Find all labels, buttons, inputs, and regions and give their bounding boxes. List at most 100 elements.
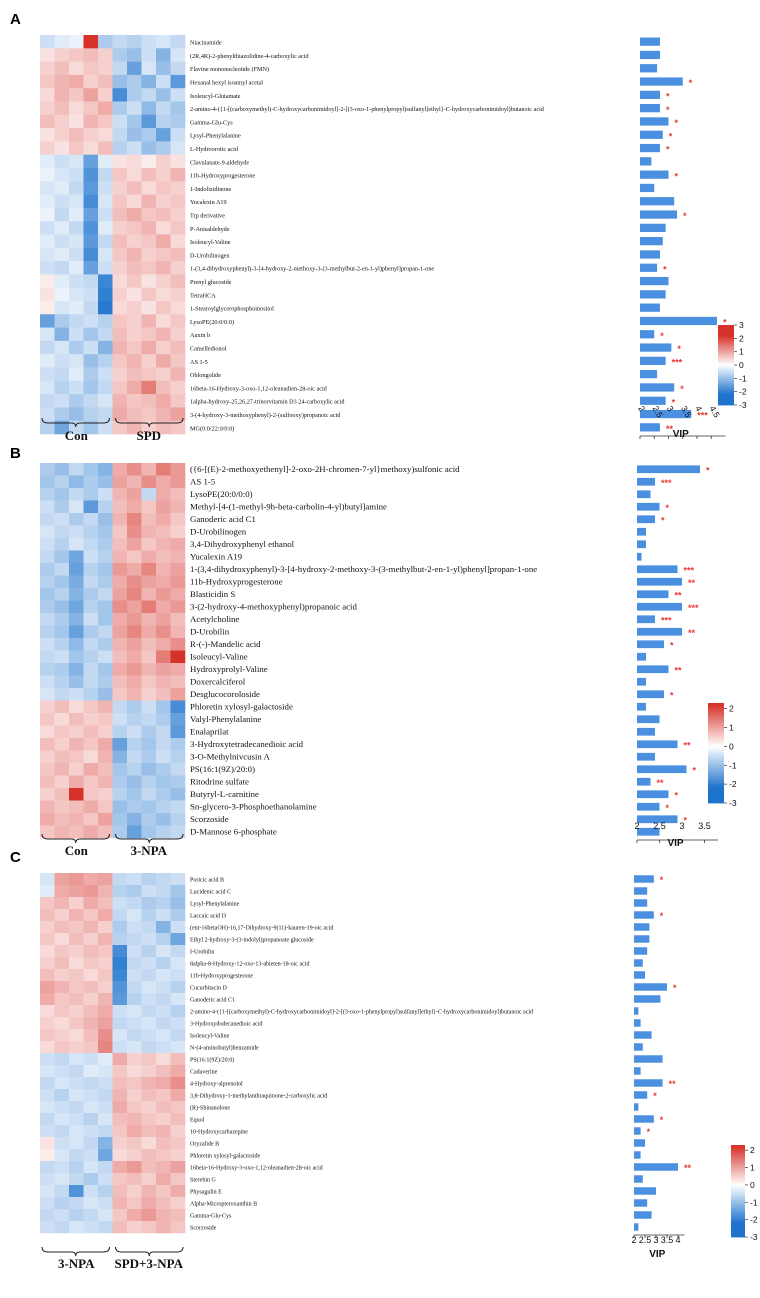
- panel-b-colorbar-segment: [708, 733, 724, 736]
- panel-c-heatmap-cell: [156, 1017, 171, 1030]
- panel-b-colorbar-segment: [708, 774, 724, 777]
- panel-b-heatmap-cell: [156, 750, 171, 764]
- panel-b-heatmap-cell: [141, 750, 157, 764]
- panel-a-heatmap-cell: [141, 327, 157, 342]
- panel-b-heatmap-cell: [69, 688, 84, 701]
- panel-c-heatmap-cell: [141, 921, 157, 934]
- panel-a-heatmap-cell: [170, 168, 186, 182]
- panel-c-heatmap-cell: [98, 1017, 113, 1030]
- panel-a-heatmap-cell: [83, 420, 99, 435]
- panel-b-heatmap-cell: [112, 513, 128, 526]
- panel-c-colorbar-segment: [731, 1149, 745, 1152]
- panel-a-heatmap-cell: [127, 181, 142, 195]
- panel-c-heatmap-cell: [112, 1161, 128, 1174]
- panel-a-heatmap-cell: [98, 168, 113, 182]
- panel-c-vip-bar: [634, 1115, 654, 1123]
- panel-c-colorbar-segment: [731, 1207, 745, 1210]
- panel-c-metabolite-label: Gamma-Glu-Cys: [190, 1214, 232, 1220]
- panel-c-heatmap-cell: [156, 1209, 171, 1222]
- panel-a-significance-mark: *: [669, 131, 673, 141]
- panel-c-colorbar-tick-label: -1: [750, 1197, 758, 1207]
- panel-b-heatmap-cell: [98, 650, 113, 664]
- panel-b-colorbar-segment: [708, 728, 724, 731]
- panel-a-metabolite-label: 3-(4-hydroxy-3-methoxyphenyl)-2-(sulfoox…: [190, 412, 341, 419]
- panel-b-heatmap-cell: [98, 688, 113, 701]
- panel-c-heatmap-cell: [69, 945, 84, 958]
- panel-a-heatmap-cell: [127, 88, 142, 102]
- panel-c-heatmap-cell: [127, 1065, 142, 1078]
- panel-a-heatmap-cell: [112, 221, 128, 235]
- panel-b-heatmap-cell: [69, 813, 84, 826]
- panel-c-heatmap-cell: [83, 969, 99, 982]
- panel-c-heatmap-cell: [69, 909, 84, 922]
- panel-a-heatmap-cell: [156, 74, 171, 89]
- panel-c-colorbar-segment: [731, 1223, 745, 1226]
- panel-c-heatmap-cell: [170, 993, 186, 1006]
- panel-b-heatmap-cell: [40, 463, 55, 476]
- panel-c-heatmap-cell: [40, 1089, 55, 1102]
- panel-c-metabolite-label: Sterebin G: [190, 1178, 216, 1184]
- panel-a-vip-tick-label: 4: [693, 404, 704, 413]
- panel-a-heatmap-cell: [156, 420, 171, 435]
- panel-c-heatmap-cell: [127, 1197, 142, 1210]
- panel-c-vip-bar: [634, 887, 648, 895]
- panel-a-heatmap-cell: [54, 168, 70, 182]
- panel-a-significance-mark: **: [666, 424, 674, 434]
- panel-b-colorbar-segment: [708, 793, 724, 796]
- panel-a-heatmap-cell: [127, 327, 142, 342]
- panel-a-heatmap-cell: [127, 61, 142, 76]
- panel-c-vip-bar: [634, 1091, 648, 1099]
- panel-b-heatmap-cell: [83, 825, 99, 839]
- panel-b-heatmap-cell: [98, 588, 113, 601]
- panel-c-colorbar-segment: [731, 1145, 745, 1147]
- panel-b-vip-bar: [637, 690, 664, 699]
- panel-a-heatmap-cell: [98, 247, 113, 262]
- panel-a-heatmap-cell: [127, 141, 142, 155]
- panel-b-heatmap-cell: [98, 763, 113, 776]
- panel-b-heatmap-cell: [112, 475, 128, 489]
- panel-c-heatmap-cell: [127, 1221, 142, 1234]
- panel-c-colorbar-segment: [731, 1221, 745, 1224]
- panel-c-heatmap-cell: [127, 1089, 142, 1102]
- panel-b-heatmap-cell: [156, 625, 171, 639]
- panel-b-heatmap-cell: [83, 800, 99, 814]
- panel-c-heatmap-cell: [69, 1221, 84, 1234]
- panel-b-heatmap-cell: [69, 825, 84, 839]
- panel-c-heatmap-cell: [141, 957, 157, 970]
- panel-a-vip-bar: [640, 77, 683, 86]
- panel-b-heatmap-cell: [141, 538, 157, 551]
- panel-c-heatmap-cell: [83, 1125, 99, 1138]
- panel-a-colorbar-tick-label: 0: [739, 360, 744, 370]
- panel-a-heatmap-cell: [54, 141, 70, 155]
- panel-a-heatmap-cell: [69, 168, 84, 182]
- panel-a-colorbar-segment: [718, 355, 734, 358]
- panel-b-heatmap-cell: [54, 538, 70, 551]
- panel-b-heatmap-cell: [170, 475, 186, 489]
- panel-a-heatmap-cell: [112, 48, 128, 62]
- panel-b-heatmap-cell: [69, 600, 84, 614]
- panel-b-heatmap-cell: [83, 525, 99, 539]
- panel-a-heatmap-cell: [156, 301, 171, 315]
- panel-c-heatmap-cell: [40, 1161, 55, 1174]
- panel-a-heatmap-cell: [83, 247, 99, 262]
- panel-c-heatmap-cell: [40, 1173, 55, 1186]
- panel-b-heatmap-cell: [141, 550, 157, 564]
- panel-a-heatmap-cell: [170, 380, 186, 395]
- panel-c-heatmap-cell: [170, 1149, 186, 1162]
- panel-b-heatmap-cell: [141, 813, 157, 826]
- panel-c-heatmap-cell: [141, 1197, 157, 1210]
- panel-a-heatmap-cell: [127, 207, 142, 222]
- panel-c-heatmap-cell: [54, 1101, 70, 1114]
- panel-b-heatmap-cell: [83, 700, 99, 714]
- panel-a-heatmap-cell: [127, 287, 142, 302]
- panel-b-group-bracket: [115, 833, 184, 844]
- panel-b-colorbar-tick-label: 1: [729, 723, 734, 733]
- panel-a-colorbar-segment: [718, 342, 734, 345]
- panel-b-heatmap-cell: [40, 525, 55, 539]
- panel-b-heatmap-cell: [83, 475, 99, 489]
- panel-b-heatmap-cell: [83, 488, 99, 501]
- panel-c-heatmap-cell: [69, 1209, 84, 1222]
- panel-a-group-label: SPD: [136, 428, 161, 443]
- panel-c-heatmap-cell: [156, 969, 171, 982]
- panel-a-heatmap-cell: [170, 261, 186, 275]
